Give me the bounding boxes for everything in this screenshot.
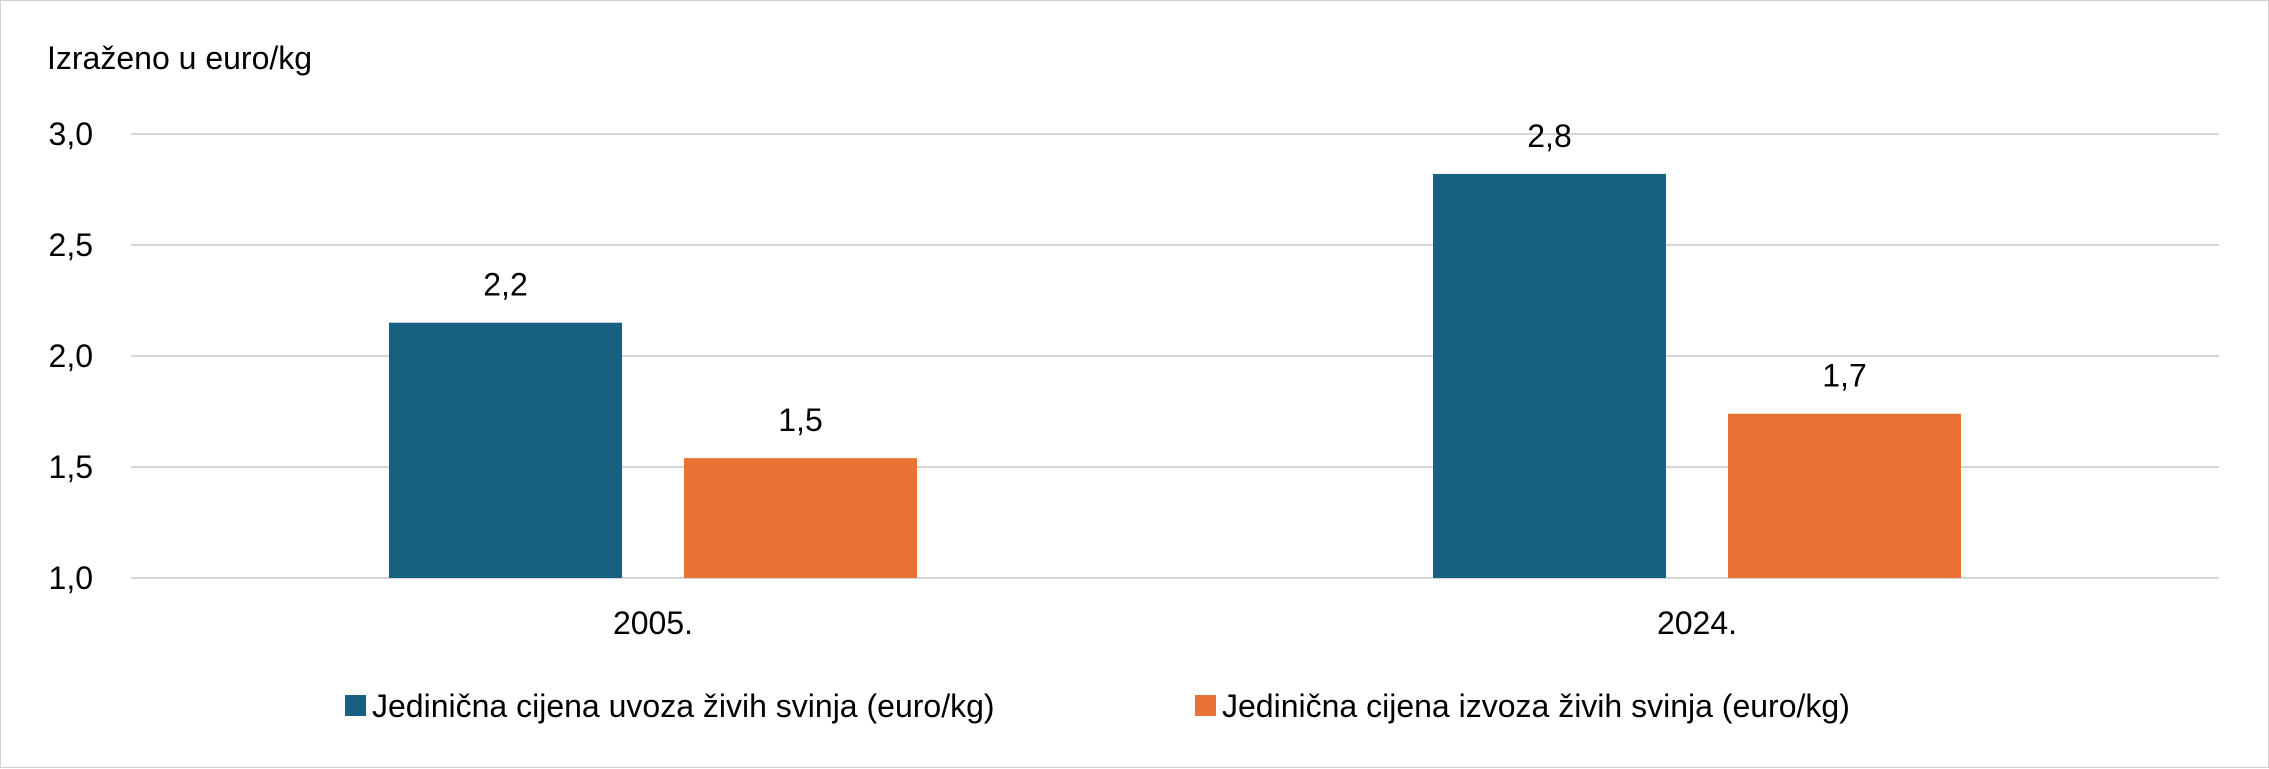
legend-label: Jedinična cijena uvoza živih svinja (eur… xyxy=(372,688,995,724)
bar xyxy=(684,458,917,578)
legend: Jedinična cijena uvoza živih svinja (eur… xyxy=(345,688,1850,724)
data-label: 1,5 xyxy=(778,402,822,438)
legend-swatch xyxy=(345,695,366,716)
data-label: 2,2 xyxy=(483,267,527,303)
x-axis-ticks: 2005. 2024. xyxy=(613,605,1737,641)
bars xyxy=(389,173,1961,578)
y-tick-label: 3,0 xyxy=(49,116,93,152)
y-tick-label: 1,0 xyxy=(49,560,93,596)
y-tick-label: 2,0 xyxy=(49,338,93,374)
y-tick-label: 1,5 xyxy=(49,449,93,485)
legend-label: Jedinična cijena izvoza živih svinja (eu… xyxy=(1222,688,1850,724)
bar xyxy=(389,322,622,578)
bar xyxy=(1433,173,1666,578)
data-label: 1,7 xyxy=(1822,358,1866,394)
x-tick-label: 2024. xyxy=(1657,605,1737,641)
bar xyxy=(1728,413,1961,578)
unit-note: Izraženo u euro/kg xyxy=(47,40,312,76)
legend-swatch xyxy=(1195,695,1216,716)
data-label: 2,8 xyxy=(1527,118,1571,154)
data-labels: 2,2 1,5 2,8 1,7 xyxy=(483,118,1866,438)
x-tick-label: 2005. xyxy=(613,605,693,641)
y-tick-label: 2,5 xyxy=(49,227,93,263)
y-axis-ticks: 1,0 1,5 2,0 2,5 3,0 xyxy=(49,116,93,596)
